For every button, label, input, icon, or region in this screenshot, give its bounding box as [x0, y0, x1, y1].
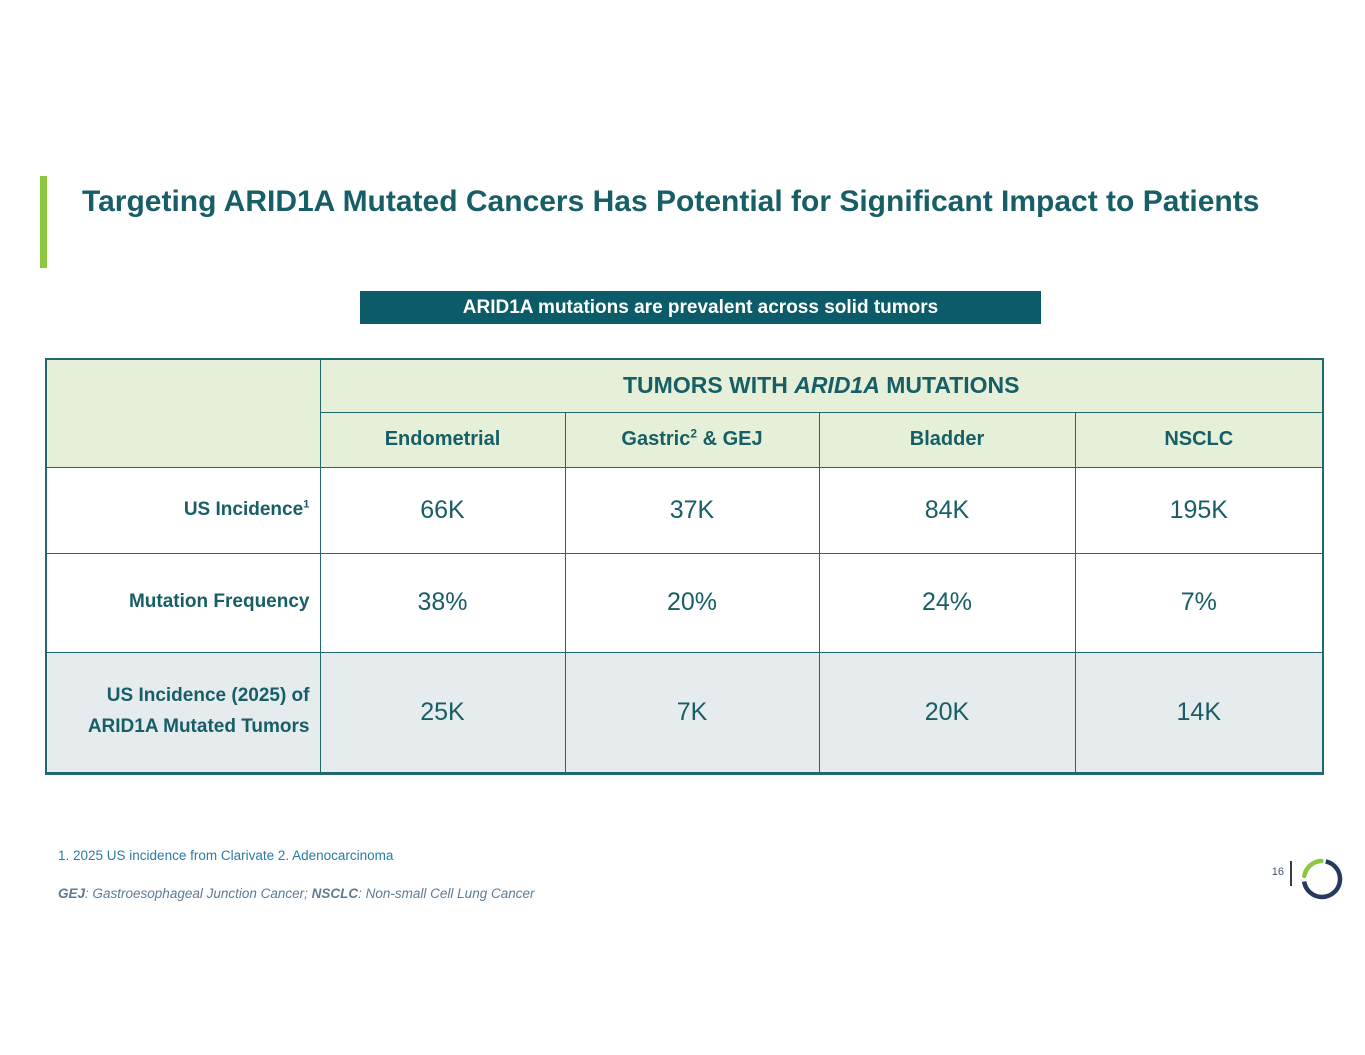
row-label-us-incidence: US Incidence1	[45, 466, 321, 554]
cell-mutation-frequency-bladder: 24%	[818, 552, 1076, 653]
cell-us-incidence-2025-nsclc: 14K	[1074, 651, 1324, 774]
table-row-mutation-frequency: Mutation Frequency 38% 20% 24% 7%	[45, 552, 1324, 653]
cell-us-incidence-bladder: 84K	[818, 466, 1076, 554]
table-row-us-incidence-2025: US Incidence (2025) of ARID1A Mutated Tu…	[45, 651, 1324, 774]
cell-mutation-frequency-endometrial: 38%	[319, 552, 566, 653]
company-ring-logo-icon	[1301, 858, 1343, 900]
column-header-sup: 2	[690, 426, 698, 441]
group-header-suffix: MUTATIONS	[879, 372, 1020, 399]
table-column-header-row: Endometrial Gastric2 & GEJ Bladder NSCLC	[46, 411, 1324, 468]
table-row-us-incidence: US Incidence1 66K 37K 84K 195K	[45, 466, 1324, 554]
column-header-label: NSCLC	[1164, 428, 1234, 450]
cell-us-incidence-2025-gastric: 7K	[564, 651, 820, 774]
cell-us-incidence-gastric: 37K	[564, 466, 820, 554]
table-corner-cell	[45, 358, 321, 468]
page-title: Targeting ARID1A Mutated Cancers Has Pot…	[82, 185, 1260, 218]
cell-us-incidence-2025-endometrial: 25K	[319, 651, 566, 774]
abbrev-nsclc: NSCLC	[311, 886, 359, 901]
row-label-us-incidence-2025: US Incidence (2025) of ARID1A Mutated Tu…	[45, 651, 321, 774]
column-header-label: Gastric	[621, 428, 691, 450]
table-group-header-row: TUMORS WITH ARID1A MUTATIONS	[45, 358, 1324, 468]
group-header-prefix: TUMORS WITH	[623, 372, 795, 399]
column-header-endometrial: Endometrial	[319, 411, 566, 468]
cell-mutation-frequency-gastric: 20%	[564, 552, 820, 653]
cell-us-incidence-endometrial: 66K	[319, 466, 566, 554]
footer-separator	[1290, 861, 1292, 886]
row-label-sup: 1	[303, 498, 310, 511]
tumors-table: TUMORS WITH ARID1A MUTATIONS Endometrial…	[45, 358, 1325, 775]
footnote-abbreviations: GEJ: Gastroesophageal Junction Cancer; N…	[58, 886, 534, 901]
banner: ARID1A mutations are prevalent across so…	[360, 291, 1041, 324]
row-label-mutation-frequency: Mutation Frequency	[45, 552, 321, 653]
banner-text: ARID1A mutations are prevalent across so…	[462, 296, 939, 318]
page-number: 16	[1271, 866, 1284, 878]
column-header-bladder: Bladder	[818, 411, 1076, 468]
row-label-text: US Incidence	[183, 498, 304, 520]
abbrev-nsclc-definition: : Non-small Cell Lung Cancer	[358, 886, 535, 901]
cell-us-incidence-nsclc: 195K	[1074, 466, 1324, 554]
column-header-label: Endometrial	[384, 428, 501, 450]
column-header-nsclc: NSCLC	[1074, 411, 1324, 468]
footnote-references: 1. 2025 US incidence from Clarivate 2. A…	[58, 848, 394, 863]
row-label-text: US Incidence (2025) of ARID1A Mutated Tu…	[87, 685, 310, 737]
column-header-gastric-gej: Gastric2 & GEJ	[564, 411, 820, 468]
abbrev-gej: GEJ	[58, 886, 86, 901]
abbrev-gej-definition: : Gastroesophageal Junction Cancer;	[85, 886, 312, 901]
title-accent-bar	[40, 176, 47, 268]
row-label-text: Mutation Frequency	[128, 591, 310, 613]
cell-us-incidence-2025-bladder: 20K	[818, 651, 1076, 774]
table-group-header: TUMORS WITH ARID1A MUTATIONS	[319, 358, 1324, 413]
cell-mutation-frequency-nsclc: 7%	[1074, 552, 1324, 653]
column-header-label: Bladder	[909, 428, 985, 450]
group-header-gene: ARID1A	[794, 372, 880, 399]
column-header-suffix: & GEJ	[697, 428, 763, 450]
